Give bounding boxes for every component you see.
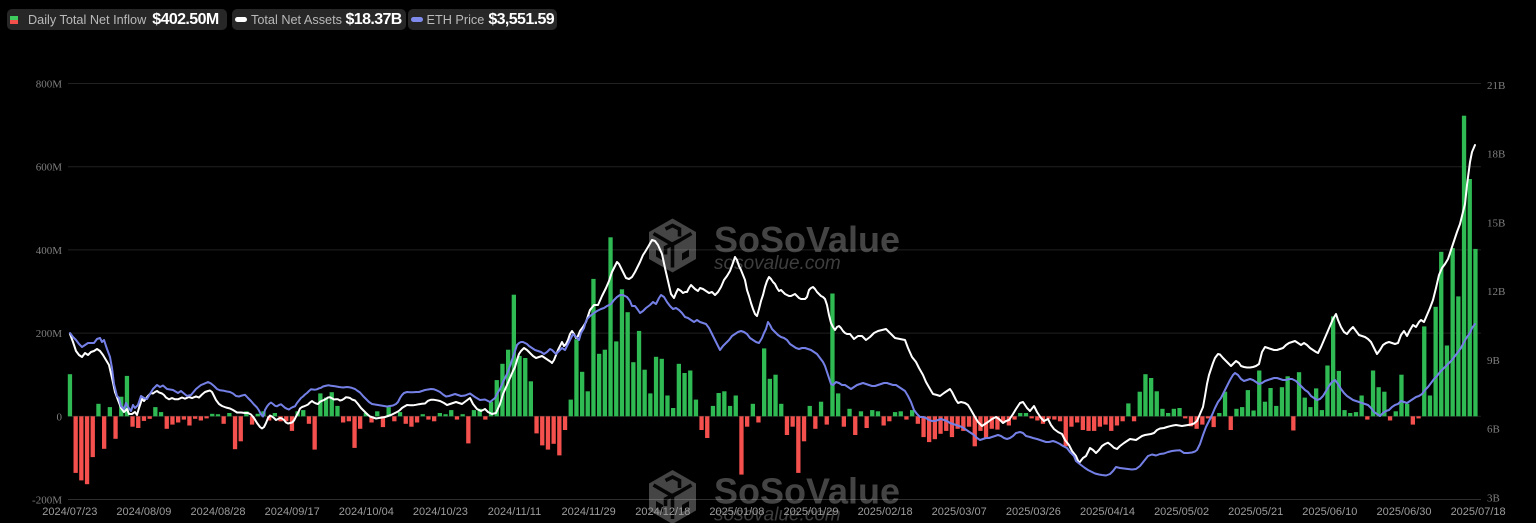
svg-text:2025/02/18: 2025/02/18 [858,506,913,518]
svg-text:2024/11/11: 2024/11/11 [488,506,541,518]
svg-text:15B: 15B [1487,217,1505,229]
svg-text:2025/05/02: 2025/05/02 [1154,506,1209,518]
svg-text:21B: 21B [1487,80,1505,92]
svg-text:2025/01/08: 2025/01/08 [709,506,764,518]
svg-text:2025/05/21: 2025/05/21 [1228,506,1283,518]
svg-text:2024/10/23: 2024/10/23 [413,506,468,518]
svg-text:2025/03/26: 2025/03/26 [1006,506,1061,518]
svg-text:3B: 3B [1487,493,1500,505]
svg-text:-200M: -200M [32,495,62,507]
svg-text:SoSoValue: SoSoValue [714,471,900,512]
svg-text:12B: 12B [1487,286,1505,298]
svg-text:2025/06/30: 2025/06/30 [1376,506,1431,518]
svg-text:SoSoValue: SoSoValue [714,219,900,260]
svg-text:6B: 6B [1487,424,1500,436]
svg-text:2025/06/10: 2025/06/10 [1302,506,1357,518]
svg-text:400M: 400M [36,245,63,257]
svg-text:sosovalue.com: sosovalue.com [714,253,841,274]
svg-text:2024/08/28: 2024/08/28 [190,506,245,518]
svg-text:2024/11/29: 2024/11/29 [561,506,615,518]
svg-text:2024/07/23: 2024/07/23 [42,506,97,518]
svg-text:2024/12/18: 2024/12/18 [635,506,690,518]
svg-text:2024/09/17: 2024/09/17 [265,506,320,518]
svg-text:600M: 600M [36,162,63,174]
svg-text:2024/08/09: 2024/08/09 [116,506,171,518]
svg-text:0: 0 [57,411,63,423]
svg-text:18B: 18B [1487,149,1505,161]
svg-text:2025/01/29: 2025/01/29 [783,506,838,518]
svg-text:9B: 9B [1487,355,1500,367]
svg-text:2025/07/18: 2025/07/18 [1451,506,1506,518]
svg-text:2025/03/07: 2025/03/07 [932,506,987,518]
svg-text:2025/04/14: 2025/04/14 [1080,506,1135,518]
svg-text:800M: 800M [36,79,63,91]
svg-text:sosovalue.com: sosovalue.com [714,505,841,523]
svg-text:2024/10/04: 2024/10/04 [339,506,394,518]
svg-text:200M: 200M [36,328,63,340]
